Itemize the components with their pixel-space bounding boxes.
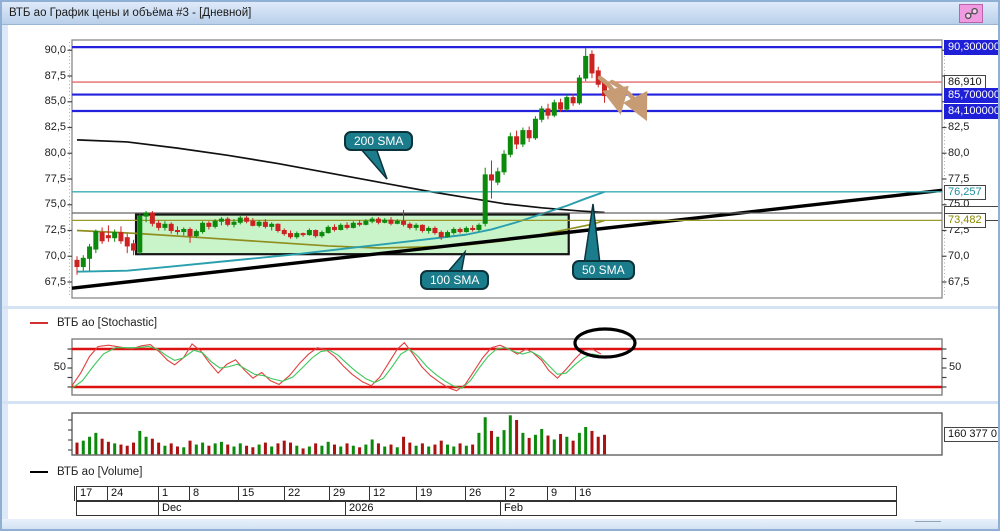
- volume-panel: [68, 412, 943, 456]
- date-week-cell: 26: [465, 486, 505, 501]
- date-week-cell: 17: [76, 486, 107, 501]
- date-month-cell: Feb: [500, 501, 897, 516]
- panel-separator: [2, 401, 998, 404]
- horizontal-level-lines: [72, 46, 942, 222]
- stochastic-legend: ВТБ ао [Stochastic]: [30, 317, 157, 329]
- window-left-margin: [2, 24, 8, 529]
- sma-100-line: [76, 219, 605, 249]
- trendline: [71, 188, 943, 290]
- main-price-panel: [67, 39, 947, 299]
- window-bottom-margin: [2, 519, 998, 529]
- callout-100-sma: 100 SMA: [420, 270, 490, 290]
- date-week-cell: 22: [284, 486, 329, 501]
- date-week-cell: 1: [158, 486, 189, 501]
- date-week-cell: 2: [505, 486, 547, 501]
- volume-legend: ВТБ ао [Volume]: [30, 466, 142, 478]
- date-week-cell: 19: [416, 486, 465, 501]
- date-week-cell: 8: [189, 486, 238, 501]
- date-week-cell: 12: [369, 486, 416, 501]
- callout-50-sma: 50 SMA: [572, 260, 635, 280]
- stochastic-legend-label: ВТБ ао [Stochastic]: [57, 317, 158, 329]
- date-axis-start-mark: [74, 486, 75, 501]
- date-week-cell: 29: [329, 486, 369, 501]
- stochastic-legend-dash-icon: [30, 322, 48, 324]
- down-arrow-annotation: [609, 79, 648, 122]
- panel-separator: [2, 306, 998, 309]
- stochastic-%D-line: [71, 345, 600, 389]
- stochastic-panel: [67, 327, 947, 396]
- ellipse-annotation: [573, 327, 637, 359]
- link-icon[interactable]: [959, 4, 983, 23]
- callout-tail: [358, 147, 388, 180]
- sma-50-line: [76, 190, 605, 273]
- down-arrow-annotation: [597, 75, 629, 115]
- callout-200-sma: 200 SMA: [344, 131, 414, 151]
- link-icon-glyph: [964, 7, 978, 20]
- title-bar[interactable]: ВТБ ао График цены и объёма #3 - [Дневно…: [2, 2, 998, 25]
- resize-grip[interactable]: [915, 521, 941, 522]
- candlesticks: [74, 48, 608, 275]
- date-week-cell: 24: [107, 486, 158, 501]
- stochastic-%K-line: [71, 341, 602, 392]
- date-week-cell: 9: [547, 486, 575, 501]
- volume-legend-dash-icon: [30, 471, 48, 473]
- date-week-cell: 16: [575, 486, 897, 501]
- date-month-cell: [76, 501, 158, 516]
- window-title: ВТБ ао График цены и объёма #3 - [Дневно…: [9, 7, 252, 19]
- volume-legend-label: ВТБ ао [Volume]: [57, 466, 143, 478]
- date-month-cell: Dec: [158, 501, 345, 516]
- date-month-cell: 2026: [345, 501, 500, 516]
- sma-200-line: [76, 139, 605, 214]
- date-week-cell: 15: [238, 486, 284, 501]
